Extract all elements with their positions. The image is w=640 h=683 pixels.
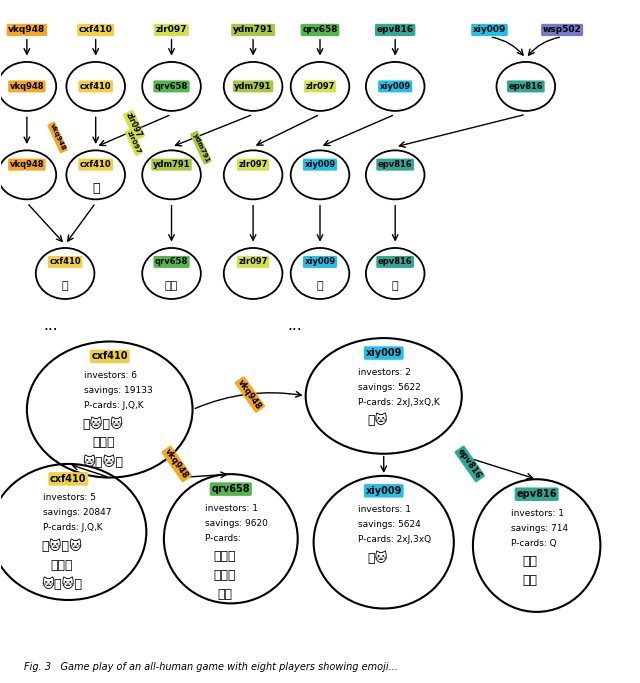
Text: 🍾🐱: 🍾🐱 — [367, 551, 388, 565]
Text: wsp502: wsp502 — [543, 25, 582, 34]
Text: zlr097: zlr097 — [239, 257, 268, 266]
Text: qrv658: qrv658 — [155, 82, 188, 91]
Text: savings: 714: savings: 714 — [511, 524, 568, 533]
Text: savings: 5622: savings: 5622 — [358, 382, 421, 391]
Text: 🛵🏯: 🛵🏯 — [523, 555, 538, 568]
Text: 🍔🍾🍔: 🍔🍾🍔 — [213, 550, 236, 563]
Text: investors: 1: investors: 1 — [358, 505, 412, 514]
Text: 🍔🍾: 🍔🍾 — [165, 281, 178, 291]
Text: qrv658: qrv658 — [211, 484, 250, 494]
Text: 🍔🐱🍔🐱: 🍔🐱🍔🐱 — [83, 417, 124, 430]
Text: investors: 1: investors: 1 — [205, 503, 259, 513]
Text: vkq948: vkq948 — [49, 123, 67, 152]
Text: savings: 20847: savings: 20847 — [43, 508, 111, 518]
Text: 🐱🍔🐱🍔: 🐱🍔🐱🍔 — [83, 455, 124, 469]
Text: 🔷🔷🍔: 🔷🔷🍔 — [51, 559, 73, 572]
Text: 🍔🍾🍔: 🍔🍾🍔 — [213, 569, 236, 582]
Text: vkq948: vkq948 — [10, 160, 44, 169]
Text: P-cards:: P-cards: — [205, 533, 244, 542]
Text: xiy009: xiy009 — [305, 160, 335, 169]
Text: cxf410: cxf410 — [80, 82, 111, 91]
Text: cxf410: cxf410 — [49, 257, 81, 266]
Text: investors: 5: investors: 5 — [43, 493, 96, 503]
Text: qrv658: qrv658 — [155, 257, 188, 266]
Text: cxf410: cxf410 — [50, 474, 86, 484]
Text: savings: 9620: savings: 9620 — [205, 518, 268, 528]
Text: 🍔🐱🍔🐱: 🍔🐱🍔🐱 — [42, 540, 83, 553]
Text: zlr097: zlr097 — [126, 130, 142, 154]
Text: investors: 1: investors: 1 — [511, 509, 564, 518]
Text: zlr097: zlr097 — [239, 160, 268, 169]
Text: epv816: epv816 — [456, 447, 483, 481]
Text: 🔷🔷🍔: 🔷🔷🍔 — [92, 436, 115, 449]
Text: 🐱🔷🐱🍔: 🐱🔷🐱🍔 — [42, 578, 83, 591]
Text: savings: 5624: savings: 5624 — [358, 520, 421, 529]
Text: xiy009: xiy009 — [305, 257, 335, 266]
Text: vkq948: vkq948 — [10, 82, 44, 91]
Text: 🛵: 🛵 — [392, 281, 399, 291]
Text: investors: 6: investors: 6 — [84, 371, 137, 380]
Text: P-cards: Q: P-cards: Q — [511, 539, 557, 548]
Text: 🍾🐱: 🍾🐱 — [367, 414, 388, 427]
Text: zlr097: zlr097 — [156, 25, 188, 34]
Text: xiy009: xiy009 — [380, 82, 411, 91]
Text: ydm791: ydm791 — [191, 132, 211, 163]
Text: 🍔🍾: 🍔🍾 — [217, 588, 232, 601]
Text: P-cards: J,Q,K: P-cards: J,Q,K — [84, 401, 144, 410]
Text: cxf410: cxf410 — [79, 25, 113, 34]
Text: vkq948: vkq948 — [8, 25, 45, 34]
Text: zlr097: zlr097 — [305, 82, 335, 91]
Text: epv816: epv816 — [378, 257, 413, 266]
Text: xiy009: xiy009 — [365, 486, 402, 496]
Text: cxf410: cxf410 — [80, 160, 111, 169]
Text: epv816: epv816 — [516, 489, 557, 499]
Text: xiy009: xiy009 — [473, 25, 506, 34]
Text: ...: ... — [44, 318, 58, 333]
Text: vkq948: vkq948 — [163, 447, 190, 481]
Text: vkq948: vkq948 — [236, 378, 264, 411]
Text: Fig. 3   Game play of an all-human game with eight players showing emoji...: Fig. 3 Game play of an all-human game wi… — [24, 662, 397, 671]
Text: investors: 2: investors: 2 — [358, 367, 411, 376]
Text: epv816: epv816 — [376, 25, 413, 34]
Text: ...: ... — [287, 318, 302, 333]
Text: 🍔: 🍔 — [92, 182, 99, 195]
Text: ydm791: ydm791 — [153, 160, 190, 169]
Text: P-cards: J,Q,K: P-cards: J,Q,K — [43, 523, 102, 532]
Text: 🔷🏠: 🔷🏠 — [523, 574, 538, 587]
Text: qrv658: qrv658 — [302, 25, 338, 34]
Text: epv816: epv816 — [378, 160, 413, 169]
Text: cxf410: cxf410 — [92, 352, 128, 361]
Text: ydm791: ydm791 — [233, 25, 273, 34]
Text: xiy009: xiy009 — [365, 348, 402, 358]
Text: savings: 19133: savings: 19133 — [84, 386, 153, 395]
Text: 🍾: 🍾 — [317, 281, 323, 291]
Text: 🍔: 🍔 — [62, 281, 68, 291]
Text: zlr097: zlr097 — [124, 111, 143, 139]
Text: P-cards: 2xJ,3xQ,K: P-cards: 2xJ,3xQ,K — [358, 398, 440, 406]
Text: ydm791: ydm791 — [234, 82, 272, 91]
Text: P-cards: 2xJ,3xQ: P-cards: 2xJ,3xQ — [358, 535, 431, 544]
Text: epv816: epv816 — [508, 82, 543, 91]
